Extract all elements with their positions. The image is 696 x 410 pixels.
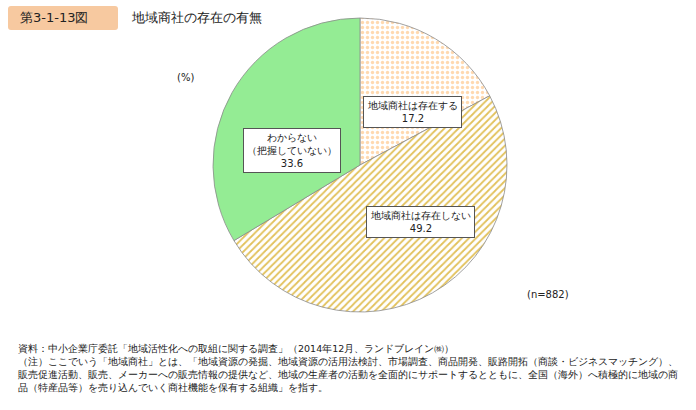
svg-text:(%): (%)	[177, 72, 194, 83]
svg-text:(n=882): (n=882)	[527, 289, 569, 300]
html-text:地域商社の存在の有無: 地域商社の存在の有無	[132, 10, 262, 25]
svg-text:わからない（把握していない）33.6: わからない（把握していない）33.6	[247, 132, 337, 169]
html-text:第3-1-13図: 第3-1-13図	[20, 10, 89, 25]
svg-text:地域商社は存在する17.2: 地域商社は存在する17.2	[367, 100, 458, 124]
html-text:（注）ここでいう「地域商社」とは、「地域資源の発掘、地域資源: （注）ここでいう「地域商社」とは、「地域資源の発掘、地域資源の活用法検討、市場調…	[18, 356, 678, 393]
svg-text:地域商社は存在しない49.2: 地域商社は存在しない49.2	[370, 210, 471, 234]
html-text:資料：中小企業庁委託「地域活性化への取組に関する調査」（20: 資料：中小企業庁委託「地域活性化への取組に関する調査」（2014年12月、ランド…	[18, 343, 455, 354]
